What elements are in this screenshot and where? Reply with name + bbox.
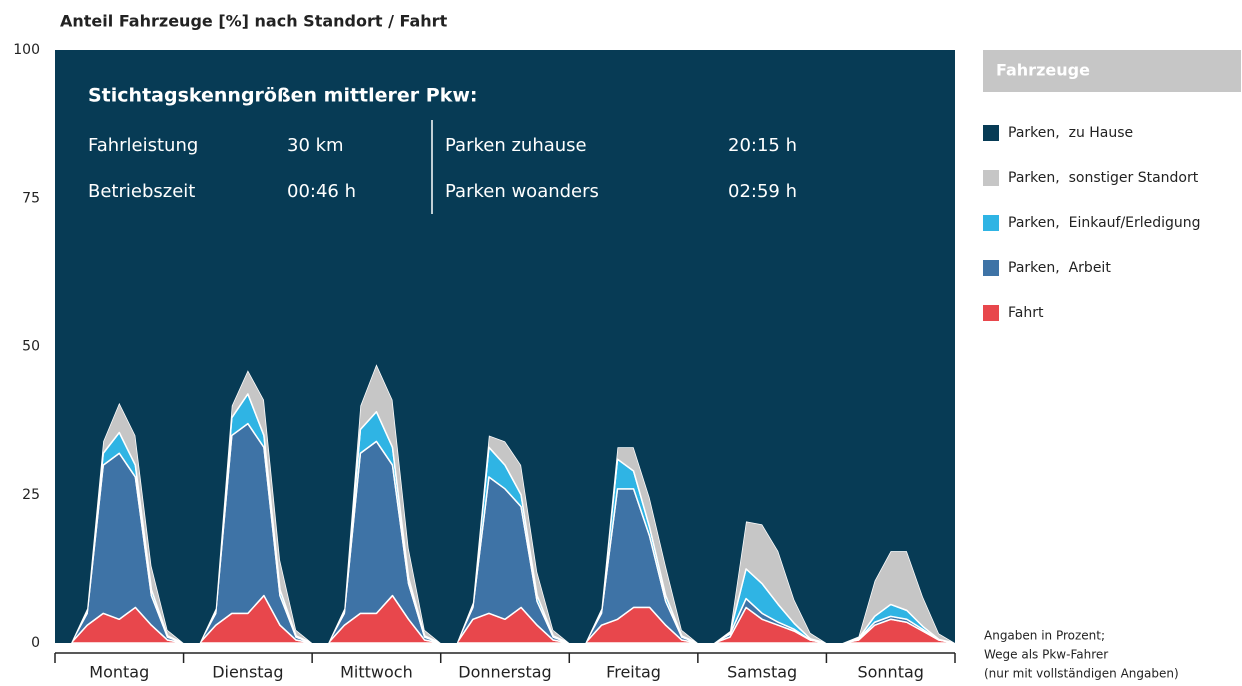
y-tick-label: 50 <box>22 339 40 355</box>
legend-swatch <box>983 260 999 276</box>
legend-header <box>983 50 1241 92</box>
info-cell: 20:15 h <box>728 135 797 156</box>
legend-label: Parken, sonstiger Standort <box>1008 170 1199 186</box>
y-tick-label: 25 <box>22 487 40 503</box>
legend-swatch <box>983 125 999 141</box>
info-cell: Fahrleistung <box>88 135 198 156</box>
x-category-label: Samstag <box>727 663 797 682</box>
legend-label: Fahrt <box>1008 305 1044 321</box>
info-cell: Parken woanders <box>445 181 599 202</box>
info-title: Stichtagskenngrößen mittlerer Pkw: <box>88 85 478 107</box>
y-tick-label: 100 <box>13 42 40 58</box>
chart-title: Anteil Fahrzeuge [%] nach Standort / Fah… <box>60 12 448 31</box>
x-category-label: Montag <box>89 663 149 682</box>
x-category-label: Dienstag <box>212 663 283 682</box>
legend-label: Parken, zu Hause <box>1008 125 1133 141</box>
x-category-label: Sonntag <box>857 663 923 682</box>
legend-swatch <box>983 215 999 231</box>
note: (nur mit vollständigen Angaben) <box>984 667 1179 681</box>
note: Angaben in Prozent; <box>984 629 1105 643</box>
note: Wege als Pkw-Fahrer <box>984 648 1108 662</box>
info-cell: 02:59 h <box>728 181 797 202</box>
plot <box>55 50 955 643</box>
info-cell: Parken zuhause <box>445 135 587 156</box>
area <box>55 50 955 643</box>
x-category-label: Freitag <box>606 663 661 682</box>
y-tick-label: 0 <box>31 635 40 651</box>
legend-label: Parken, Arbeit <box>1008 260 1111 276</box>
info-cell: Betriebszeit <box>88 181 195 202</box>
info-cell: 30 km <box>287 135 344 156</box>
y-tick-label: 75 <box>22 190 40 206</box>
legend-label: Parken, Einkauf/Erledigung <box>1008 215 1201 231</box>
legend-swatch <box>983 305 999 321</box>
info-cell: 00:46 h <box>287 181 356 202</box>
x-category-label: Donnerstag <box>458 663 551 682</box>
legend-swatch <box>983 170 999 186</box>
x-category-label: Mittwoch <box>340 663 413 682</box>
legend-title: Fahrzeuge <box>996 61 1090 80</box>
area <box>55 363 955 643</box>
